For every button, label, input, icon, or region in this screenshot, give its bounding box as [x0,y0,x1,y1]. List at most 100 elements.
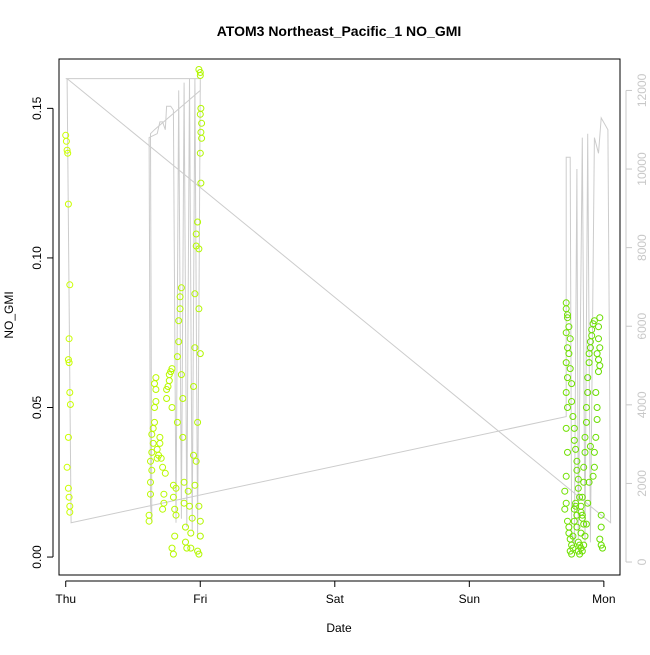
data-point [599,544,606,552]
data-point [64,200,72,208]
data-point [65,335,73,343]
data-point [173,353,181,361]
data-point [573,523,581,531]
data-point [190,383,197,390]
data-point [582,418,590,426]
y2-tick-label: 6000 [635,313,649,340]
data-point [562,472,570,480]
y2-tick-label: 10000 [635,152,649,186]
data-point [168,365,176,373]
data-point [582,404,590,411]
data-point [65,359,73,367]
data-point [196,517,204,525]
data-point [584,499,592,507]
data-point [198,119,206,127]
data-point [570,436,578,444]
data-point [568,398,576,405]
data-point [574,484,582,492]
data-point [196,69,204,76]
y-tick-label: 0.05 [30,395,44,419]
data-point [64,356,72,364]
data-point [577,529,585,537]
data-point [196,110,204,118]
data-point [195,550,203,558]
y-axis-label: NO_GMI [2,291,16,338]
data-point [581,532,589,540]
data-point [66,502,74,510]
data-point [177,284,185,292]
data-point [163,395,171,402]
data-point [572,445,580,453]
data-point [168,404,176,411]
data-point [182,523,189,531]
x-tick-label: Fri [193,592,207,606]
data-point [176,293,184,301]
data-point [585,359,593,367]
data-point [590,317,598,325]
data-point [597,523,605,531]
data-point [191,344,199,352]
data-point [159,463,167,471]
data-point [596,362,604,370]
data-point [177,371,185,379]
data-point [585,478,593,486]
data-point [168,544,176,552]
data-point [66,389,74,396]
data-point [565,529,573,537]
data-point [581,448,589,456]
data-point [592,433,600,441]
data-point [562,499,570,507]
data-point [595,368,602,376]
data-point [197,104,205,112]
data-point [572,502,580,510]
data-point [161,469,169,477]
data-point [562,359,570,367]
data-point [566,335,574,343]
data-point [151,404,158,411]
data-point [180,478,188,486]
data-point [586,442,594,450]
data-point [153,445,161,453]
data-point [169,550,177,558]
data-point [187,544,195,552]
data-point [175,317,183,325]
data-point [180,499,188,507]
data-point [157,454,165,462]
data-point [172,484,180,492]
data-point [148,466,156,474]
data-point [593,404,601,411]
data-point [149,439,157,447]
data-point [562,424,570,432]
data-point [64,433,72,441]
data-point [66,508,74,516]
data-point [576,493,584,501]
data-point [152,386,160,393]
data-point [192,457,200,465]
data-point [197,128,205,136]
data-point [152,374,160,382]
data-point [595,323,602,331]
data-point [191,481,199,489]
data-point [169,493,177,501]
data-point [562,329,570,337]
data-point [64,484,72,492]
data-point [152,398,160,405]
data-point [196,532,204,540]
data-point [197,179,205,187]
data-point [596,344,604,352]
data-point [172,511,180,519]
data-point [596,535,604,543]
data-point [145,517,153,525]
data-point [577,544,585,552]
data-point [194,418,202,426]
data-point [572,499,580,507]
data-point [562,389,570,396]
data-point [564,404,571,411]
data-point [183,544,191,552]
data-point [595,356,602,364]
data-point [156,439,164,447]
data-point [565,523,573,531]
data-point [564,374,571,382]
data-point [568,380,576,388]
data-point [156,433,164,441]
